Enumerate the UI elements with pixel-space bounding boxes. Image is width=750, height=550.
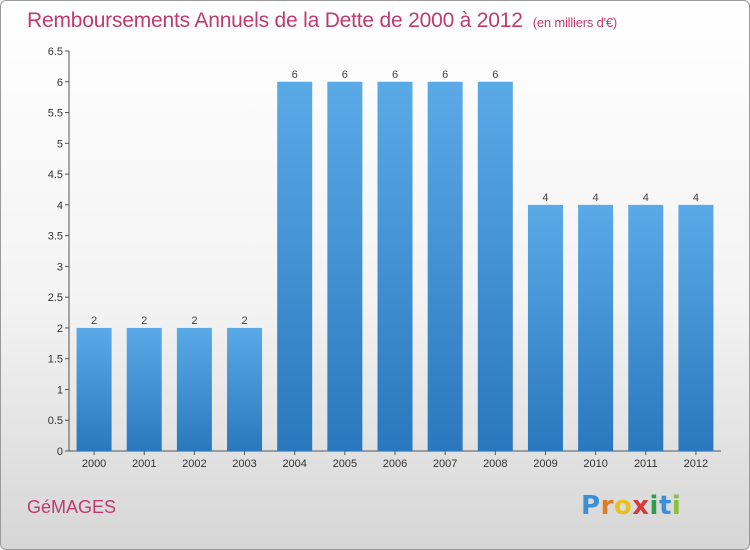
chart-title: Remboursements Annuels de la Dette de 20…	[27, 9, 617, 33]
bar-2008	[477, 81, 513, 452]
data-label-2003: 2	[241, 315, 247, 327]
x-tick-label: 2007	[433, 458, 457, 470]
bar-2005	[327, 81, 363, 452]
data-label-2006: 6	[392, 69, 398, 81]
bar-2009	[527, 204, 563, 451]
x-tick-label: 2000	[82, 458, 106, 470]
y-tick-label: 4	[57, 200, 63, 212]
chart-title-text: Remboursements Annuels de la Dette de 20…	[27, 9, 523, 32]
logo-letter: i	[649, 491, 659, 521]
x-tick-label: 2004	[282, 458, 306, 470]
data-label-2011: 4	[643, 192, 649, 204]
x-tick-label: 2003	[232, 458, 256, 470]
data-label-2000: 2	[91, 315, 97, 327]
data-labels: 2 2 2 2 6 6 6 6 6 4 4 4 4	[91, 69, 699, 327]
bars	[76, 81, 714, 452]
data-label-2009: 4	[542, 192, 548, 204]
bar-2000	[76, 327, 112, 451]
data-label-2002: 2	[191, 315, 197, 327]
logo-letter: o	[613, 491, 633, 521]
x-tick-label: 2009	[533, 458, 557, 470]
y-tick-label: 4.5	[48, 169, 63, 181]
x-axis: 2000 2001 2002 2003 2004 2005 2006 2007 2008 2009…	[69, 450, 721, 470]
y-tick-label: 3	[57, 261, 63, 273]
y-tick-label: 6.5	[48, 46, 63, 58]
bar-2011	[628, 204, 664, 451]
data-label-2004: 6	[292, 69, 298, 81]
x-tick-label: 2008	[483, 458, 507, 470]
x-tick-label: 2005	[333, 458, 357, 470]
x-tick-label: 2012	[684, 458, 708, 470]
y-tick-label: 2	[57, 323, 63, 335]
y-tick-label: 0	[57, 446, 63, 458]
y-tick-label: 1	[57, 384, 63, 396]
chart-title-unit: (en milliers d'€)	[532, 15, 618, 30]
x-tick-label: 2001	[132, 458, 156, 470]
bar-2006	[377, 81, 413, 452]
logo-letter: x	[632, 491, 650, 521]
y-axis: 0 0.5 1 1.5 2 2.5 3 3.5 4 4.5 5 5.5 6 6.5	[48, 46, 70, 458]
data-label-2001: 2	[141, 315, 147, 327]
y-tick-label: 5	[57, 138, 63, 150]
bar-2010	[578, 204, 614, 451]
bar-2007	[427, 81, 463, 452]
bar-2012	[678, 204, 714, 451]
x-tick-label: 2011	[634, 458, 658, 470]
bar-2003	[227, 327, 263, 451]
y-tick-label: 3.5	[48, 231, 63, 243]
commune-name: GéMAGES	[27, 497, 117, 517]
y-tick-label: 5.5	[48, 108, 63, 120]
logo-letter: t	[658, 491, 672, 521]
y-tick-label: 0.5	[48, 415, 63, 427]
x-tick-label: 2002	[182, 458, 206, 470]
data-label-2012: 4	[693, 192, 699, 204]
proxiti-logo[interactable]: Proxiti	[581, 491, 681, 521]
bar-2002	[176, 327, 212, 451]
bar-2004	[277, 81, 313, 452]
y-tick-label: 2.5	[48, 292, 63, 304]
logo-letter: P	[581, 491, 601, 521]
bar-2001	[126, 327, 162, 451]
data-label-2007: 6	[442, 69, 448, 81]
logo-letter: i	[671, 491, 682, 521]
x-tick-label: 2006	[383, 458, 407, 470]
data-label-2005: 6	[342, 69, 348, 81]
y-tick-label: 6	[57, 77, 63, 89]
x-tick-label: 2010	[583, 458, 607, 470]
data-label-2008: 6	[492, 69, 498, 81]
y-tick-label: 1.5	[48, 354, 63, 366]
logo-letter: r	[600, 491, 614, 521]
data-label-2010: 4	[593, 192, 599, 204]
